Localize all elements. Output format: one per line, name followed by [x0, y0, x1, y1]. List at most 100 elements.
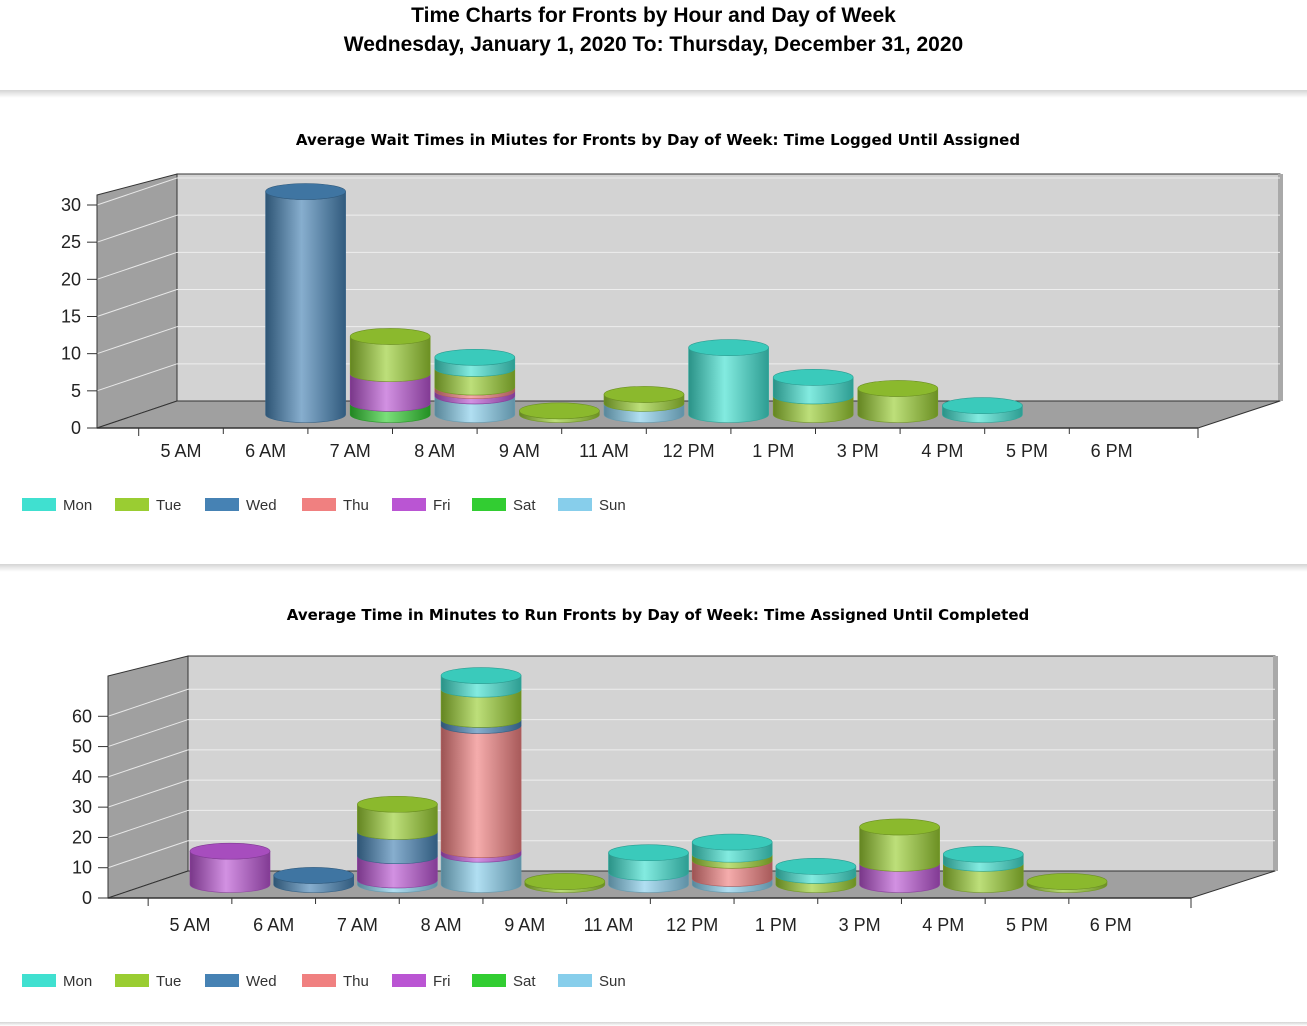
x-tick-label: 6 PM: [1090, 915, 1132, 935]
bar-segment-11-am-tue-top: [603, 386, 685, 403]
x-tick-label: 11 AM: [579, 441, 629, 461]
bar-segment-5-am-fri-top: [189, 842, 271, 860]
x-tick-label: 1 PM: [752, 441, 794, 461]
legend-swatch-mon: [22, 498, 56, 511]
grid-line: [107, 840, 189, 869]
y-tick-label: 5: [71, 381, 81, 401]
grid-line: [107, 809, 189, 838]
chart-title: Average Time in Minutes to Run Fronts by…: [287, 606, 1029, 624]
x-tick-label: 3 PM: [837, 441, 879, 461]
bar-11-am: [608, 844, 689, 893]
report-header: Time Charts for Fronts by Hour and Day o…: [0, 0, 1307, 90]
chart-title: Average Wait Times in Miutes for Fronts …: [296, 131, 1020, 149]
legend-label-sat: Sat: [513, 973, 536, 990]
bar-segment-3-pm-tue-top: [857, 380, 939, 397]
left-wall: [107, 655, 189, 899]
bar-7-am: [357, 795, 438, 893]
grid-line: [107, 719, 189, 748]
legend-label-fri: Fri: [433, 497, 451, 514]
run-times-chart-svg: Average Time in Minutes to Run Fronts by…: [22, 606, 1278, 990]
y-tick-label: 0: [82, 888, 92, 908]
x-tick-label: 4 PM: [921, 441, 963, 461]
grid-line: [107, 779, 189, 808]
legend-swatch-thu: [302, 974, 336, 987]
x-tick-label: 9 AM: [504, 915, 545, 935]
bar-segment-12-pm-mon-top: [688, 339, 769, 356]
section-divider: [0, 564, 1307, 572]
bar-segment-7-am-tue-top: [349, 328, 431, 345]
y-tick-label: 10: [72, 858, 92, 878]
y-tick-label: 15: [61, 307, 81, 327]
x-tick-label: 1 PM: [755, 915, 797, 935]
x-tick-label: 7 AM: [337, 915, 378, 935]
legend-swatch-fri: [392, 974, 426, 987]
y-tick-label: 50: [72, 737, 92, 757]
y-tick-label: 40: [72, 767, 92, 787]
legend-label-tue: Tue: [156, 497, 181, 514]
legend-swatch-tue: [115, 974, 149, 987]
bar-segment-7-am-tue-top: [357, 795, 438, 813]
x-tick-label: 5 AM: [160, 441, 201, 461]
legend-label-fri: Fri: [433, 973, 451, 990]
legend-swatch-sun: [558, 974, 592, 987]
x-tick-label: 6 PM: [1091, 441, 1133, 461]
y-tick-label: 10: [61, 344, 81, 364]
y-tick-label: 60: [72, 706, 92, 726]
bar-5-am: [189, 842, 271, 893]
legend-swatch-fri: [392, 498, 426, 511]
bar-segment-1-pm-mon-top: [772, 369, 854, 386]
bar-1-pm: [772, 369, 854, 423]
y-tick-label: 20: [72, 827, 92, 847]
back-wall-edge: [1278, 174, 1283, 401]
legend-label-thu: Thu: [343, 497, 369, 514]
wait-times-chart: Average Wait Times in Miutes for Fronts …: [0, 98, 1307, 546]
x-tick-label: 6 AM: [253, 915, 294, 935]
grid-line: [96, 251, 178, 280]
y-tick-label: 20: [61, 269, 81, 289]
legend-swatch-sat: [472, 974, 506, 987]
back-wall-edge: [1273, 656, 1278, 871]
legend-label-wed: Wed: [246, 497, 277, 514]
x-tick-label: 12 PM: [666, 915, 718, 935]
bar-7-am: [349, 328, 431, 423]
bar-segment-3-pm-tue-top: [859, 818, 940, 836]
bar-segment-6-am-wed-top: [265, 183, 346, 200]
legend-swatch-tue: [115, 498, 149, 511]
x-tick-label: 12 PM: [663, 441, 715, 461]
legend-label-wed: Wed: [246, 973, 277, 990]
bar-9-am: [519, 402, 600, 423]
legend-swatch-mon: [22, 974, 56, 987]
bar-segment-12-pm-mon: [688, 347, 769, 423]
bar-8-am: [434, 348, 516, 423]
bar-6-am: [273, 867, 355, 893]
y-tick-label: 25: [61, 232, 81, 252]
bar-segment-8-am-mon-top: [440, 667, 522, 684]
bar-segment-6-am-wed-top: [273, 867, 355, 884]
x-tick-label: 6 AM: [245, 441, 286, 461]
legend-swatch-wed: [205, 498, 239, 511]
y-tick-label: 30: [72, 797, 92, 817]
legend-label-sun: Sun: [599, 973, 626, 990]
x-tick-label: 4 PM: [922, 915, 964, 935]
grid-line: [96, 177, 178, 206]
grid-line: [96, 326, 178, 355]
y-tick-label: 0: [71, 418, 81, 438]
bar-5-pm: [1026, 873, 1108, 893]
legend-swatch-thu: [302, 498, 336, 511]
bar-segment-12-pm-mon-top: [691, 833, 773, 851]
bar-segment-8-am-thu: [440, 725, 522, 858]
bar-8-am: [440, 667, 522, 893]
bar-segment-4-pm-mon-top: [942, 845, 1024, 863]
legend: Mon Tue Wed Thu Fri Sat Sun: [22, 973, 626, 990]
legend-swatch-wed: [205, 974, 239, 987]
bar-4-pm: [942, 845, 1024, 893]
legend-label-mon: Mon: [63, 973, 92, 990]
legend: Mon Tue Wed Thu Fri Sat Sun: [22, 497, 626, 514]
bar-3-pm: [859, 818, 940, 893]
grid-line: [96, 289, 178, 317]
bar-1-pm: [775, 858, 857, 893]
bar-4-pm: [942, 397, 1023, 423]
bar-segment-5-pm-tue-top: [1026, 873, 1108, 890]
left-wall: [96, 173, 178, 429]
x-tick-label: 8 AM: [421, 915, 462, 935]
